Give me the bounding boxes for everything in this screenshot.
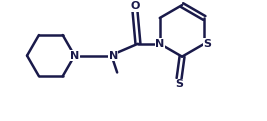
Text: N: N xyxy=(109,51,118,61)
Text: N: N xyxy=(70,51,79,61)
Text: S: S xyxy=(175,79,183,89)
Text: S: S xyxy=(203,39,211,49)
Text: N: N xyxy=(155,39,164,49)
Text: O: O xyxy=(130,1,140,11)
